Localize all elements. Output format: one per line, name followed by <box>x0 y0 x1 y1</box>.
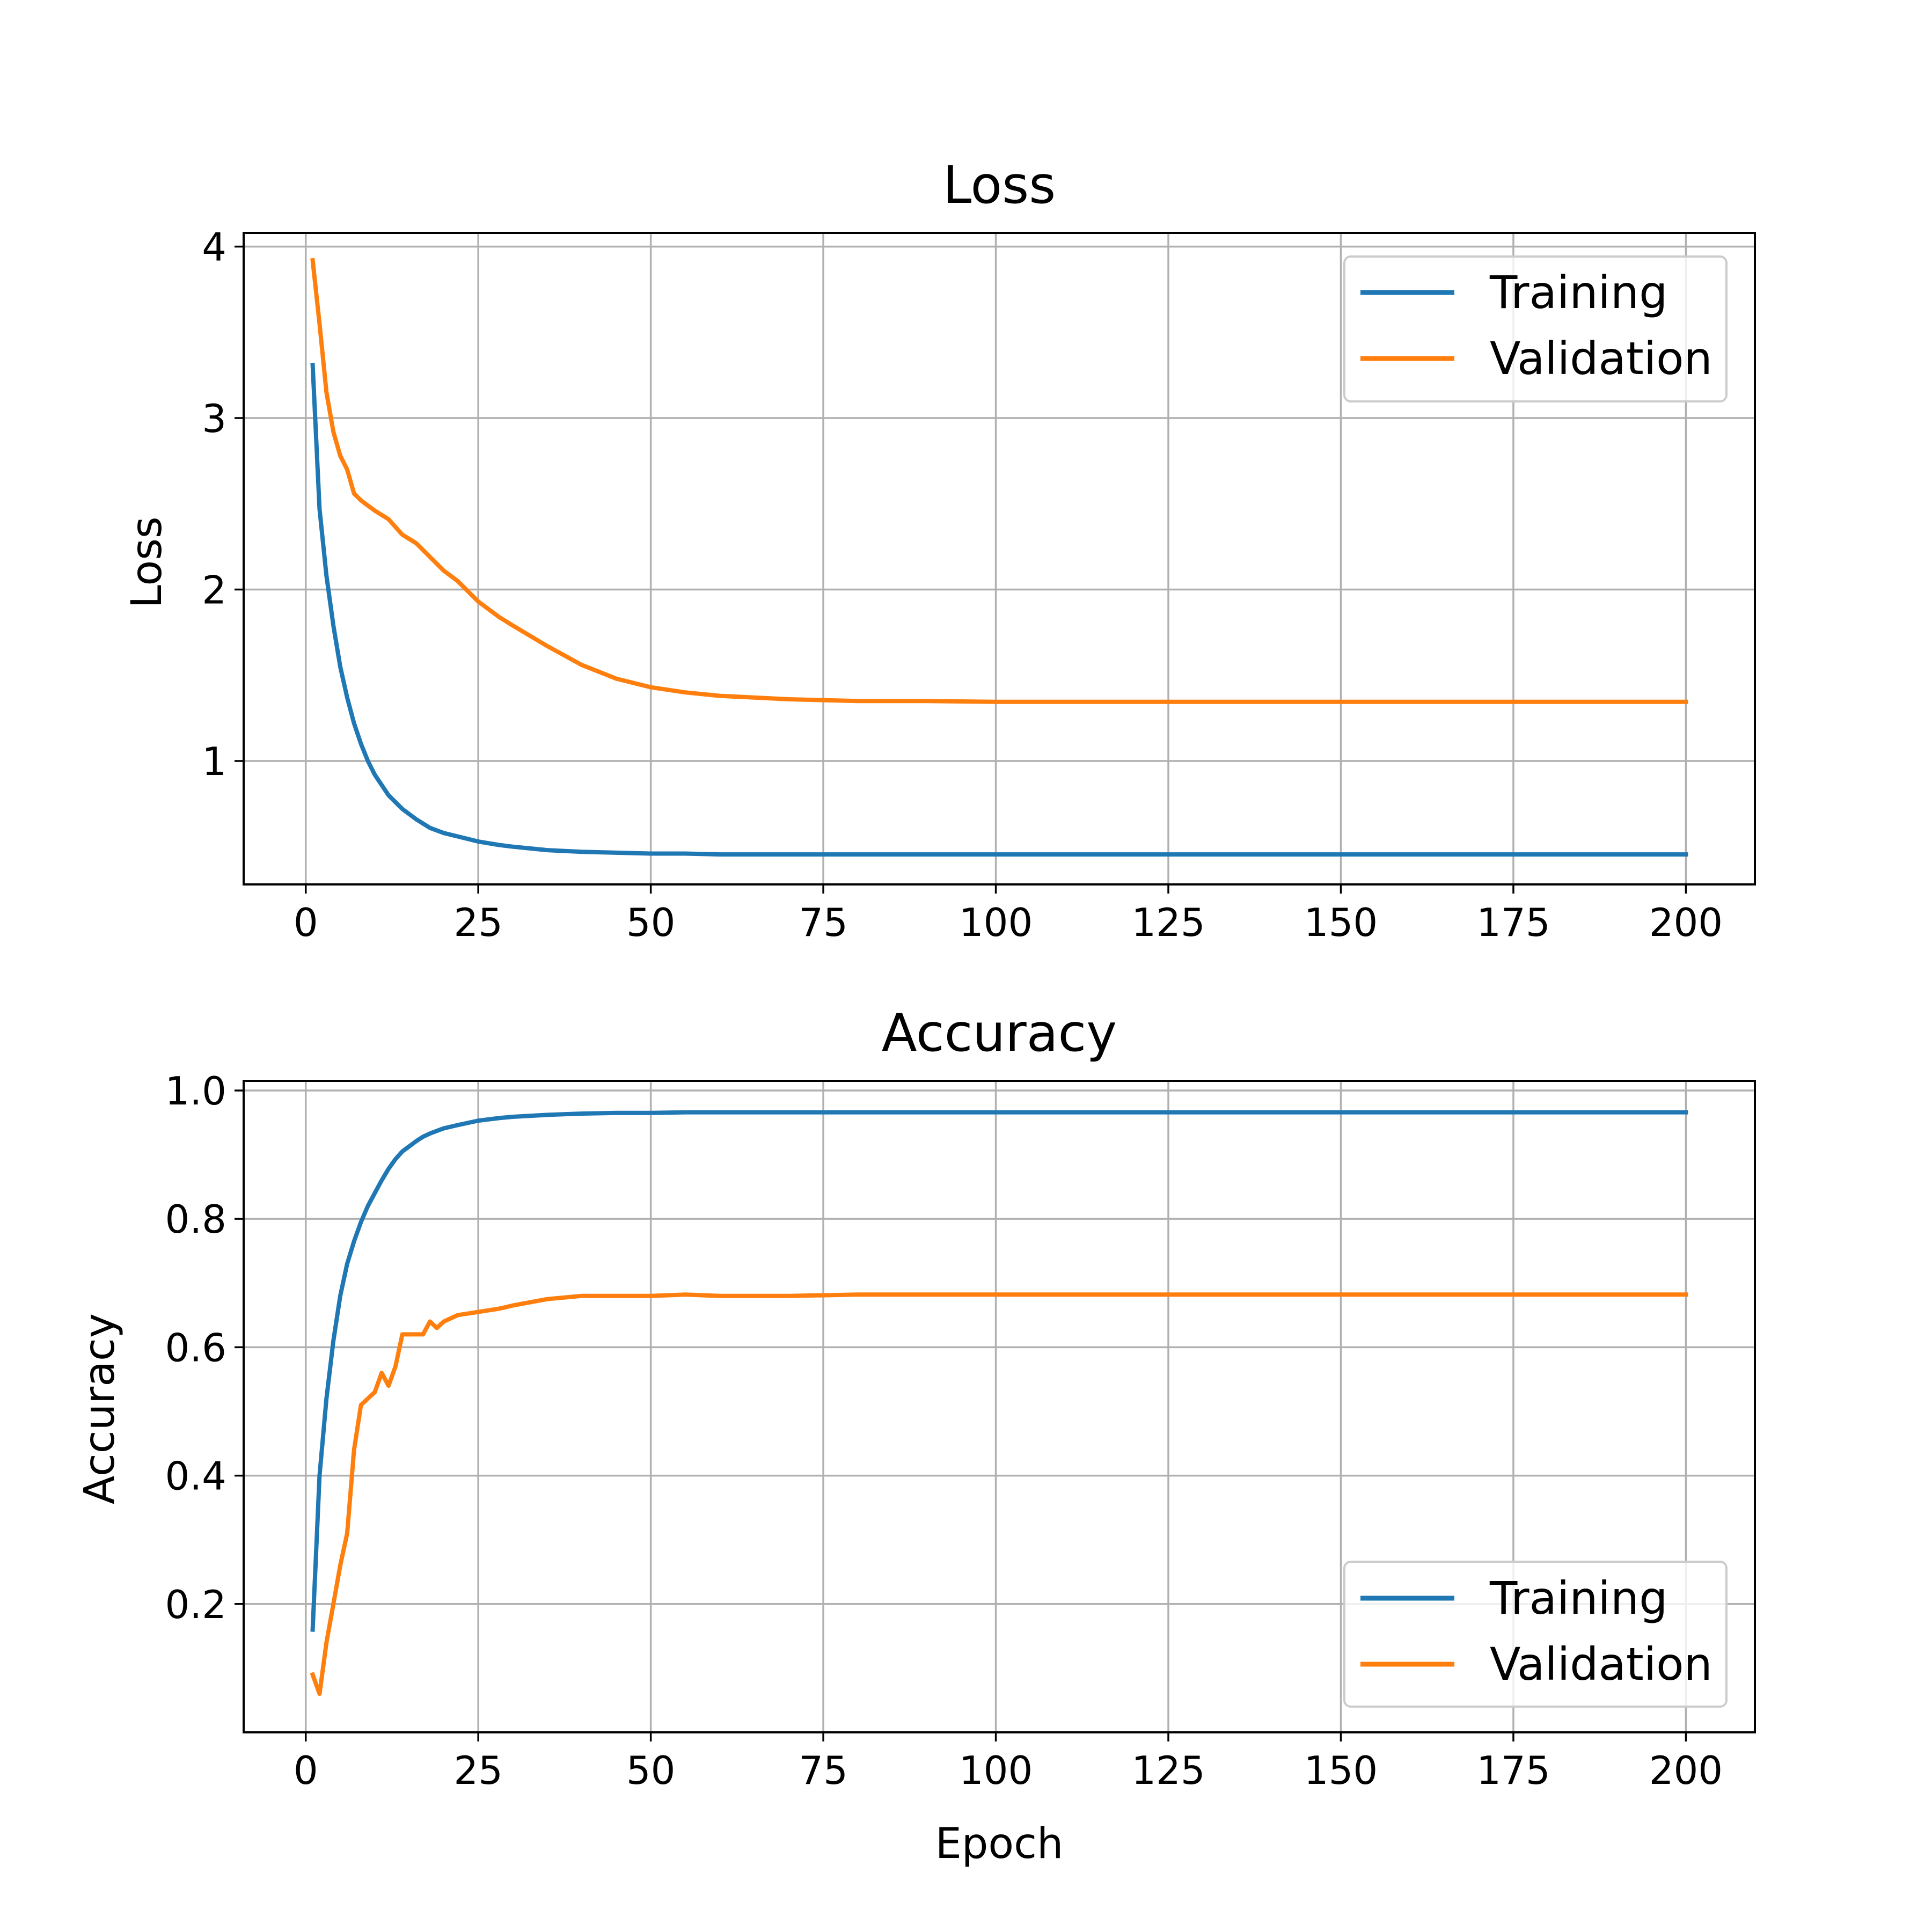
accuracy-x-tick-label: 75 <box>799 1748 848 1793</box>
loss-x-tick-label: 25 <box>453 900 503 945</box>
loss-x-tick-label: 200 <box>1649 900 1723 945</box>
accuracy-x-tick-label: 100 <box>959 1748 1033 1793</box>
loss-x-tick-label: 125 <box>1131 900 1205 945</box>
loss-legend-validation-label: Validation <box>1490 332 1713 385</box>
accuracy-legend-training-label: Training <box>1489 1572 1667 1624</box>
accuracy-y-tick-label: 0.4 <box>165 1454 226 1499</box>
loss-x-tick-label: 150 <box>1304 900 1378 945</box>
accuracy-x-tick-label: 150 <box>1304 1748 1378 1793</box>
loss-axes-frame <box>243 232 1756 885</box>
accuracy-legend: Training Validation <box>1343 1561 1728 1708</box>
accuracy-x-tick-label: 125 <box>1131 1748 1205 1793</box>
loss-plot: 0 25 50 75 100 125 150 175 200 1 2 3 4 <box>202 225 1756 945</box>
accuracy-y-tick-label: 1.0 <box>165 1069 226 1114</box>
loss-x-tick-label: 0 <box>294 900 318 945</box>
accuracy-title: Accuracy <box>882 1003 1117 1063</box>
accuracy-series-validation <box>310 1292 1688 1696</box>
loss-series-training <box>310 362 1688 857</box>
accuracy-legend-validation-label: Validation <box>1490 1638 1713 1690</box>
loss-y-tick-label: 3 <box>202 396 226 441</box>
loss-legend: Training Validation <box>1343 255 1728 402</box>
accuracy-x-tick-label: 0 <box>294 1748 318 1793</box>
loss-x-tick-label: 50 <box>626 900 676 945</box>
loss-title: Loss <box>943 155 1056 215</box>
loss-y-tick-label: 1 <box>202 739 226 784</box>
loss-y-axis-label: Loss <box>123 516 171 608</box>
accuracy-axes-frame <box>243 1080 1756 1733</box>
accuracy-plot: 0 25 50 75 100 125 150 175 200 0.2 0.4 0.6 0.8 1.0 <box>165 1069 1756 1793</box>
accuracy-y-tick-label: 0.2 <box>165 1582 226 1627</box>
accuracy-y-tick-label: 0.8 <box>165 1197 226 1242</box>
loss-legend-training-label: Training <box>1489 266 1667 319</box>
accuracy-x-tick-label: 200 <box>1649 1748 1723 1793</box>
accuracy-x-tick-label: 175 <box>1476 1748 1550 1793</box>
loss-x-tick-label: 75 <box>799 900 848 945</box>
accuracy-y-tick-label: 0.6 <box>165 1325 226 1370</box>
plot-layer: 0 25 50 75 100 125 150 175 200 1 2 3 4 0 25 50 75 100 125 1… <box>165 225 1756 1793</box>
accuracy-x-tick-label: 50 <box>626 1748 676 1793</box>
loss-series-validation <box>310 258 1688 704</box>
loss-x-tick-label: 175 <box>1476 900 1550 945</box>
accuracy-series-training <box>310 1110 1688 1632</box>
accuracy-y-axis-label: Accuracy <box>76 1313 124 1504</box>
accuracy-x-axis-label: Epoch <box>935 1820 1064 1868</box>
accuracy-x-tick-label: 25 <box>453 1748 503 1793</box>
loss-y-tick-label: 4 <box>202 225 226 270</box>
loss-y-tick-label: 2 <box>202 568 226 613</box>
loss-x-tick-label: 100 <box>959 900 1033 945</box>
